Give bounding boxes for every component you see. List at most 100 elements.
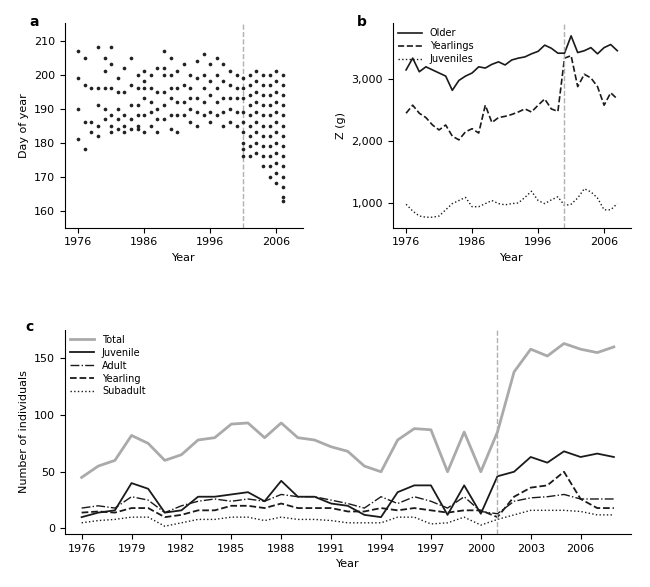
Point bbox=[86, 128, 97, 137]
Point bbox=[244, 121, 255, 130]
Adult bbox=[127, 493, 135, 500]
Point bbox=[79, 53, 90, 62]
Yearling bbox=[327, 505, 335, 512]
Point bbox=[225, 94, 235, 103]
Point bbox=[139, 66, 150, 76]
Older bbox=[448, 87, 456, 94]
Yearlings bbox=[482, 102, 489, 109]
Juvenile bbox=[477, 510, 485, 517]
Point bbox=[73, 46, 83, 55]
Point bbox=[106, 128, 116, 137]
Point bbox=[271, 77, 281, 86]
Point bbox=[139, 111, 150, 120]
Point bbox=[198, 111, 209, 120]
Subadult bbox=[327, 517, 335, 524]
Point bbox=[244, 100, 255, 110]
Point bbox=[212, 70, 222, 79]
Point bbox=[146, 97, 156, 106]
Yearlings bbox=[554, 108, 562, 115]
Adult bbox=[227, 498, 235, 505]
Point bbox=[185, 70, 196, 79]
Older bbox=[593, 50, 601, 58]
Juveniles bbox=[600, 206, 608, 213]
Point bbox=[198, 49, 209, 59]
Older bbox=[468, 69, 476, 76]
Point bbox=[265, 151, 275, 161]
Yearlings bbox=[415, 110, 423, 117]
Point bbox=[238, 117, 248, 127]
Point bbox=[146, 107, 156, 117]
Point bbox=[99, 114, 110, 123]
Yearlings bbox=[474, 130, 482, 137]
Yearlings bbox=[501, 113, 509, 120]
Point bbox=[159, 70, 169, 79]
Total bbox=[344, 448, 352, 455]
Juvenile bbox=[543, 459, 551, 466]
Point bbox=[152, 63, 162, 72]
Point bbox=[205, 107, 215, 117]
Line: Yearling: Yearling bbox=[82, 472, 614, 517]
Yearlings bbox=[521, 106, 529, 113]
Line: Older: Older bbox=[406, 36, 618, 90]
Point bbox=[205, 117, 215, 127]
Subadult bbox=[161, 522, 169, 529]
Juveniles bbox=[415, 212, 423, 220]
Point bbox=[278, 90, 288, 100]
Juveniles bbox=[508, 200, 515, 207]
Older bbox=[442, 73, 450, 80]
Juveniles bbox=[521, 194, 529, 201]
Point bbox=[185, 94, 196, 103]
Adult bbox=[577, 495, 584, 502]
Point bbox=[265, 70, 275, 79]
Total bbox=[94, 463, 102, 470]
Point bbox=[265, 172, 275, 181]
Total bbox=[361, 463, 369, 470]
Yearlings bbox=[593, 83, 601, 90]
Point bbox=[106, 43, 116, 52]
Yearlings bbox=[508, 111, 515, 118]
Point bbox=[93, 100, 103, 110]
Subadult bbox=[177, 519, 185, 527]
Text: b: b bbox=[358, 15, 367, 29]
Point bbox=[112, 104, 123, 113]
Yearlings bbox=[614, 96, 621, 103]
Point bbox=[99, 83, 110, 93]
Point bbox=[165, 83, 176, 93]
Juvenile bbox=[560, 448, 568, 455]
Subadult bbox=[427, 521, 435, 528]
Point bbox=[271, 179, 281, 188]
Point bbox=[265, 90, 275, 100]
Yearling bbox=[560, 468, 568, 475]
Point bbox=[225, 80, 235, 89]
Adult bbox=[394, 500, 402, 507]
Yearling bbox=[394, 507, 402, 514]
X-axis label: Year: Year bbox=[500, 253, 523, 263]
Point bbox=[251, 117, 261, 127]
Yearling bbox=[311, 505, 318, 512]
Adult bbox=[278, 491, 285, 498]
Adult bbox=[427, 498, 435, 505]
Juveniles bbox=[455, 197, 463, 204]
Point bbox=[133, 83, 143, 93]
X-axis label: Year: Year bbox=[336, 559, 359, 569]
Point bbox=[159, 46, 169, 55]
Point bbox=[159, 63, 169, 72]
Point bbox=[244, 151, 255, 161]
Older bbox=[462, 73, 469, 80]
Total bbox=[194, 437, 202, 444]
Total bbox=[177, 451, 185, 458]
Point bbox=[265, 141, 275, 151]
Yearling bbox=[261, 505, 268, 512]
Point bbox=[244, 90, 255, 100]
Point bbox=[185, 104, 196, 113]
Juveniles bbox=[567, 201, 575, 208]
Older bbox=[436, 69, 443, 76]
Subadult bbox=[294, 516, 302, 523]
Juveniles bbox=[409, 208, 417, 215]
Point bbox=[278, 172, 288, 181]
Subadult bbox=[261, 517, 268, 524]
Older bbox=[614, 47, 621, 54]
Total bbox=[211, 434, 218, 441]
Point bbox=[119, 128, 129, 137]
Juvenile bbox=[227, 491, 235, 498]
